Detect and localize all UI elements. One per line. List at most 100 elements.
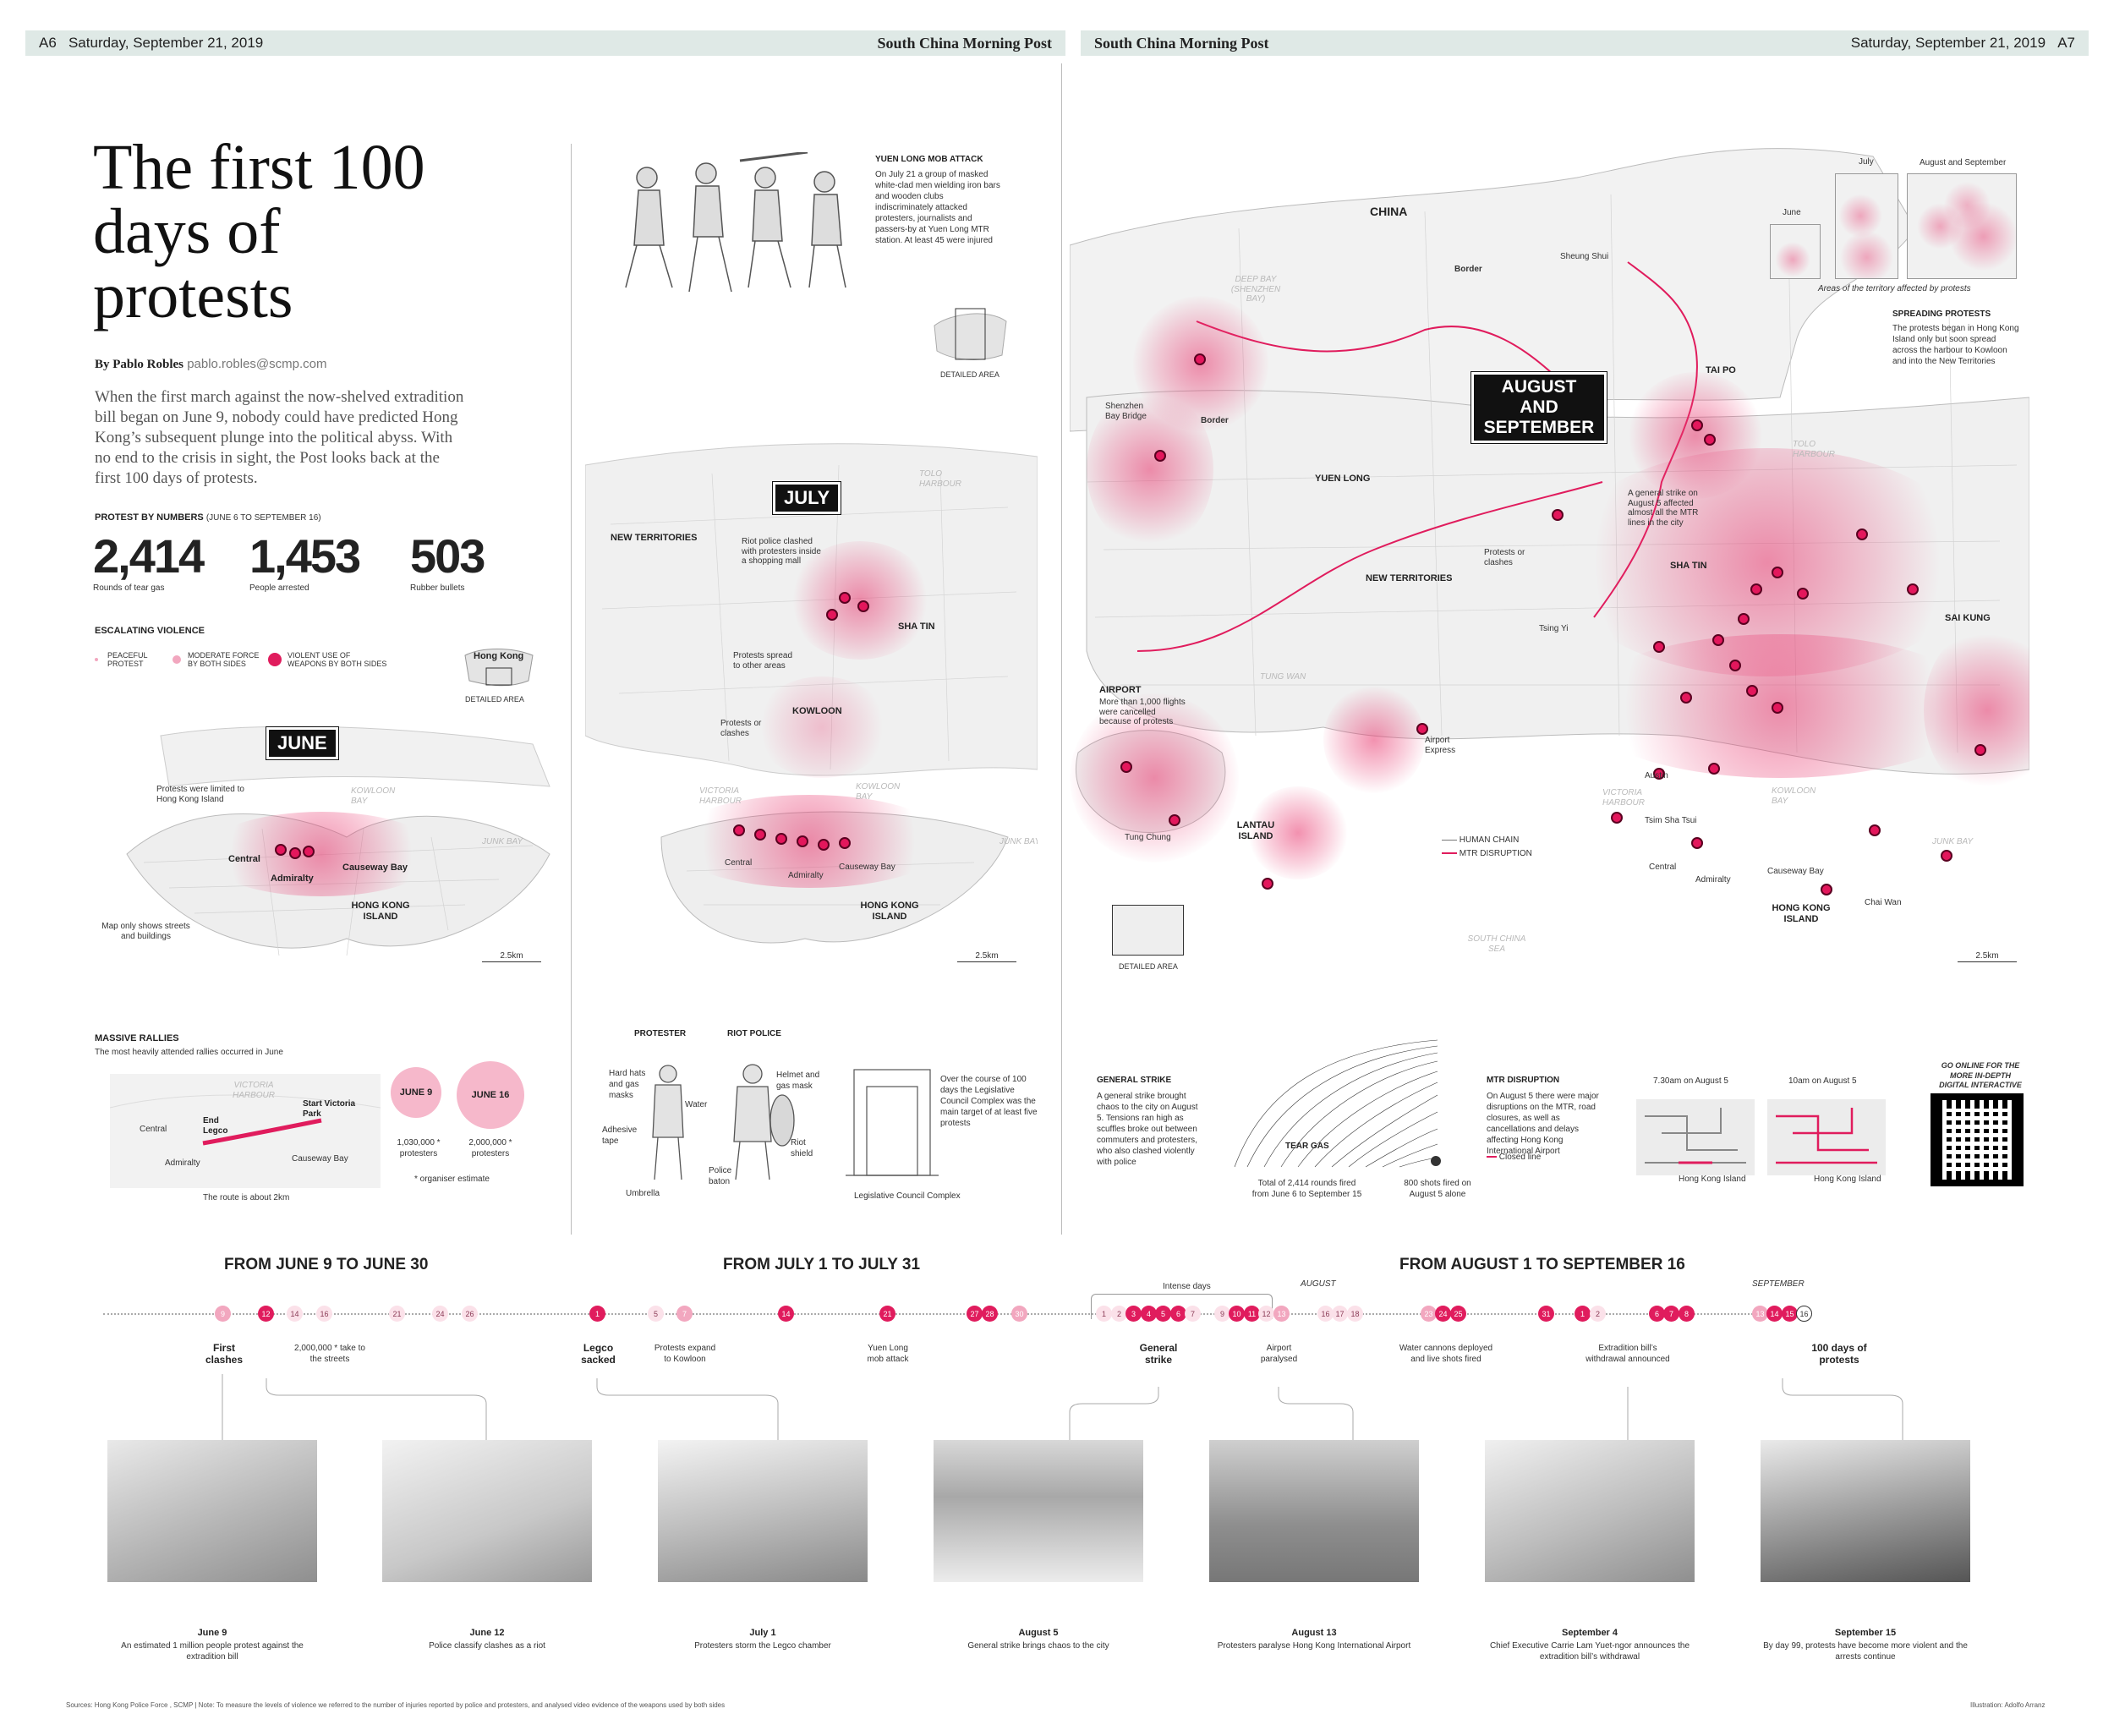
paper-name: South China Morning Post bbox=[1094, 34, 1269, 52]
gear-adhesive-tape: Adhesive tape bbox=[602, 1125, 638, 1146]
place-victoria-harbour: VICTORIA HARBOUR bbox=[232, 1081, 275, 1100]
locator-hk-label: Hong Kong bbox=[474, 651, 524, 661]
day-marker[interactable]: 30 bbox=[1011, 1306, 1027, 1322]
yuen-long-text: On July 21 a group of masked white-clad … bbox=[875, 170, 1000, 245]
photo-caption: An estimated 1 million people protest ag… bbox=[121, 1641, 304, 1662]
protest-dot bbox=[1941, 850, 1952, 862]
closed-line-legend: Closed line bbox=[1487, 1152, 1541, 1163]
qr-inner bbox=[1946, 1109, 2008, 1171]
stat-rubber-bullets: 503 Rubber bullets bbox=[410, 528, 485, 593]
protest-dot bbox=[1712, 634, 1724, 646]
day-marker[interactable]: 7 bbox=[1185, 1306, 1201, 1322]
day-marker[interactable]: 27 bbox=[967, 1306, 983, 1322]
day-marker[interactable]: 16 bbox=[1796, 1306, 1812, 1322]
mtr-time-2: 10am on August 5 bbox=[1788, 1076, 1857, 1086]
day-marker[interactable]: 1 bbox=[1575, 1306, 1591, 1322]
place-causeway-bay: Causeway Bay bbox=[839, 863, 895, 872]
rallies-heading: MASSIVE RALLIES bbox=[95, 1033, 179, 1043]
day-marker[interactable]: 23 bbox=[1421, 1306, 1437, 1322]
place-new-territories: NEW TERRITORIES bbox=[1366, 573, 1453, 583]
clash-note: Protests or clashes bbox=[1484, 548, 1525, 567]
spread-label-june: June bbox=[1783, 208, 1801, 217]
july-tag: JULY bbox=[771, 481, 842, 515]
legco-text: Over the course of 100 days the Legislat… bbox=[940, 1075, 1038, 1128]
day-marker[interactable]: 5 bbox=[1155, 1306, 1171, 1322]
place-admiralty: Admiralty bbox=[788, 871, 824, 880]
legend-dot-peaceful bbox=[95, 658, 98, 661]
day-marker[interactable]: 14 bbox=[778, 1306, 794, 1322]
day-marker[interactable]: 21 bbox=[389, 1306, 405, 1322]
day-marker[interactable]: 13 bbox=[1752, 1306, 1768, 1322]
day-marker[interactable]: 9 bbox=[215, 1306, 231, 1322]
period-aug-sep: FROM AUGUST 1 TO SEPTEMBER 16 bbox=[1399, 1256, 1685, 1273]
stat-value: 503 bbox=[410, 529, 485, 583]
protest-dot bbox=[1653, 641, 1665, 653]
legend-line bbox=[1442, 839, 1457, 841]
strike-note: A general strike on August 5 affected al… bbox=[1628, 489, 1699, 528]
rallies-sub: The most heavily attended rallies occurr… bbox=[95, 1048, 283, 1057]
day-marker[interactable]: 7 bbox=[676, 1306, 693, 1322]
day-marker[interactable]: 28 bbox=[982, 1306, 998, 1322]
day-marker[interactable]: 24 bbox=[1435, 1306, 1451, 1322]
masthead-right: South China Morning Post Saturday, Septe… bbox=[1081, 30, 2089, 56]
day-marker[interactable]: 8 bbox=[1679, 1306, 1695, 1322]
day-marker[interactable]: 31 bbox=[1538, 1306, 1554, 1322]
june-locator-map: Hong Kong DETAILED AREA bbox=[461, 643, 537, 706]
day-marker[interactable]: 14 bbox=[287, 1306, 303, 1322]
day-marker[interactable]: 17 bbox=[1332, 1306, 1348, 1322]
mtr-island-label-2: Hong Kong Island bbox=[1814, 1175, 1881, 1184]
july-locator-map: DETAILED AREA bbox=[930, 304, 1010, 381]
day-marker[interactable]: 11 bbox=[1244, 1306, 1260, 1322]
day-marker[interactable]: 12 bbox=[1258, 1306, 1274, 1322]
spread-caption: Areas of the territory affected by prote… bbox=[1818, 284, 1971, 293]
hk-outline bbox=[464, 649, 534, 687]
day-marker[interactable]: 12 bbox=[258, 1306, 274, 1322]
author-email[interactable]: pablo.robles@scmp.com bbox=[187, 357, 327, 371]
day-marker[interactable]: 25 bbox=[1450, 1306, 1466, 1322]
note-protests-clashes: Protests or clashes bbox=[720, 719, 762, 738]
place-sha-tin: SHA TIN bbox=[1670, 561, 1707, 571]
place-kowloon: KOWLOON bbox=[792, 706, 842, 716]
day-marker[interactable]: 26 bbox=[462, 1306, 478, 1322]
date: Saturday, September 21, 2019 bbox=[1850, 35, 2046, 51]
place-new-territories: NEW TERRITORIES bbox=[611, 533, 698, 543]
day-marker[interactable]: 6 bbox=[1170, 1306, 1186, 1322]
day-marker[interactable]: 3 bbox=[1125, 1306, 1142, 1322]
day-marker[interactable]: 1 bbox=[1096, 1306, 1112, 1322]
rally-june-9: JUNE 9 bbox=[391, 1067, 441, 1118]
day-marker[interactable]: 16 bbox=[316, 1306, 332, 1322]
day-marker[interactable]: 1 bbox=[589, 1306, 605, 1322]
day-marker[interactable]: 5 bbox=[648, 1306, 664, 1322]
day-marker[interactable]: 18 bbox=[1347, 1306, 1363, 1322]
day-marker[interactable]: 16 bbox=[1317, 1306, 1334, 1322]
day-marker[interactable]: 21 bbox=[879, 1306, 895, 1322]
place-lantau-island: LANTAU ISLAND bbox=[1236, 820, 1275, 841]
photo-caption: Protesters storm the Legco chamber bbox=[694, 1641, 831, 1651]
map-scale: 2.5km bbox=[482, 951, 541, 962]
day-marker[interactable]: 14 bbox=[1766, 1306, 1783, 1322]
day-marker[interactable]: 15 bbox=[1782, 1306, 1798, 1322]
day-marker[interactable]: 4 bbox=[1141, 1306, 1157, 1322]
place-kowloon-bay: KOWLOON BAY bbox=[351, 786, 396, 806]
photo-caption: Chief Executive Carrie Lam Yuet-ngor ann… bbox=[1489, 1641, 1690, 1662]
place-admiralty: Admiralty bbox=[1695, 875, 1731, 884]
place-tsim-sha-tsui: Tsim Sha Tsui bbox=[1645, 816, 1697, 825]
place-deep-bay: DEEP BAY (SHENZHEN BAY) bbox=[1230, 275, 1281, 304]
protest-dot bbox=[1416, 723, 1428, 735]
qr-code[interactable] bbox=[1927, 1090, 2027, 1190]
spreading-heading: SPREADING PROTESTS bbox=[1892, 309, 1991, 319]
day-marker[interactable]: 9 bbox=[1214, 1306, 1230, 1322]
day-marker[interactable]: 6 bbox=[1649, 1306, 1665, 1322]
day-marker[interactable]: 7 bbox=[1663, 1306, 1679, 1322]
day-marker[interactable]: 10 bbox=[1229, 1306, 1245, 1322]
route-start-victoria-park: Start Victoria Park bbox=[303, 1099, 356, 1119]
place-central: Central bbox=[725, 858, 753, 868]
protest-dot bbox=[797, 835, 808, 847]
timeline-axis bbox=[103, 1313, 1807, 1315]
day-marker[interactable]: 24 bbox=[432, 1306, 448, 1322]
violence-legend: PEACEFUL PROTEST MODERATE FORCE BY BOTH … bbox=[95, 651, 450, 676]
day-marker[interactable]: 2 bbox=[1590, 1306, 1606, 1322]
july-map: JULY Riot police clashed with protesters… bbox=[585, 397, 1038, 972]
day-marker[interactable]: 2 bbox=[1111, 1306, 1127, 1322]
day-marker[interactable]: 13 bbox=[1273, 1306, 1290, 1322]
